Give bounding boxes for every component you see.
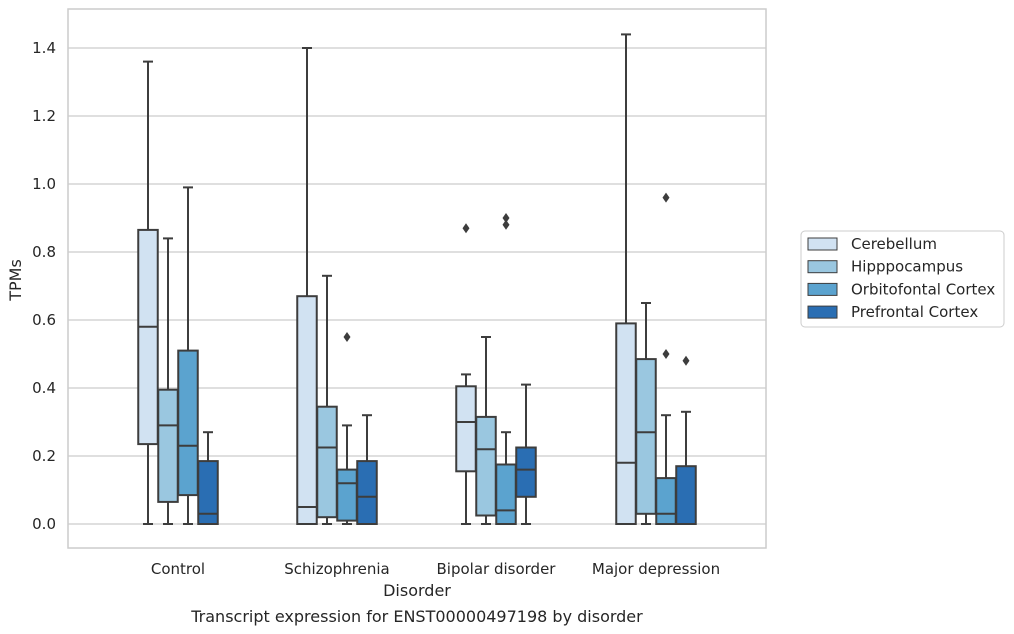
x-tick-label: Schizophrenia: [284, 560, 389, 578]
chart-title: Transcript expression for ENST0000049719…: [190, 607, 643, 626]
box-iqr: [197, 460, 219, 526]
series-orbitofontal-cortex: [177, 186, 677, 526]
x-tick-label: Control: [151, 560, 205, 578]
box-plot: [197, 431, 219, 526]
legend-swatch: [807, 305, 838, 319]
legend-label: Orbitofontal Cortex: [851, 280, 995, 298]
box-iqr: [137, 228, 159, 446]
box-iqr: [675, 465, 697, 526]
y-tick-label: 0.4: [32, 379, 56, 397]
box-iqr: [455, 385, 477, 473]
legend-label: Prefrontal Cortex: [851, 303, 978, 321]
plot-area: [67, 8, 767, 549]
outlier-point: [462, 223, 470, 234]
box-plot: [157, 237, 179, 525]
box-iqr: [655, 477, 677, 526]
outlier-point: [662, 192, 670, 203]
y-tick-label: 1.0: [32, 175, 56, 193]
box-iqr: [336, 468, 358, 522]
box-iqr: [157, 388, 179, 503]
box-plot: [137, 60, 159, 525]
box-plot: [177, 186, 199, 525]
legend: Cerebellum Hipppocampus Orbitofontal Corte…: [800, 230, 1005, 328]
y-tick-label: 1.2: [32, 107, 56, 125]
legend-label: Cerebellum: [851, 235, 937, 253]
y-tick-label: 1.4: [32, 39, 56, 57]
series-hipppocampus: [157, 237, 657, 525]
x-axis-ticks: Control Schizophrenia Bipolar disorder Majo…: [151, 560, 720, 578]
legend-swatch: [807, 237, 838, 251]
box-plot: [336, 332, 358, 525]
box-iqr: [177, 349, 199, 497]
box-plot: [455, 223, 477, 525]
box-plot: [495, 213, 517, 525]
y-tick-label: 0.0: [32, 515, 56, 533]
x-axis-label: Disorder: [383, 581, 451, 600]
box-iqr: [495, 463, 517, 525]
legend-frame: [800, 230, 1005, 328]
box-iqr: [475, 415, 497, 517]
box-plot: [675, 355, 697, 526]
series-cerebellum: [137, 33, 637, 526]
box-plot: [296, 47, 318, 526]
legend-swatch: [807, 282, 838, 296]
series-prefrontal-cortex: [197, 355, 697, 526]
box-plot: [475, 336, 497, 525]
box-iqr: [515, 446, 537, 498]
box-plot: [635, 302, 657, 525]
box-series: [137, 33, 697, 526]
x-tick-label: Bipolar disorder: [437, 560, 557, 578]
box-iqr: [296, 295, 318, 526]
box-plot: [615, 33, 637, 525]
outlier-point: [682, 355, 690, 366]
box-iqr: [635, 358, 657, 515]
outlier-point: [662, 349, 670, 359]
y-axis-ticks: 0.0 0.2 0.4 0.6 0.8 1.0 1.2 1.4: [32, 39, 56, 533]
legend-label: Hipppocampus: [851, 258, 963, 276]
x-tick-label: Major depression: [592, 560, 720, 578]
box-iqr: [356, 460, 378, 526]
y-tick-label: 0.8: [32, 243, 56, 261]
box-iqr: [615, 322, 637, 525]
outlier-point: [502, 213, 510, 223]
outlier-point: [502, 219, 510, 230]
box-plot: [316, 274, 338, 525]
y-tick-label: 0.2: [32, 447, 56, 465]
box-plot: [356, 414, 378, 526]
box-plot: [515, 383, 537, 525]
legend-swatch: [807, 260, 838, 274]
y-axis-label: TPMs: [6, 259, 25, 302]
box-plot: [655, 192, 677, 526]
outlier-point: [343, 332, 351, 342]
y-tick-label: 0.6: [32, 311, 56, 329]
box-iqr: [316, 405, 338, 519]
